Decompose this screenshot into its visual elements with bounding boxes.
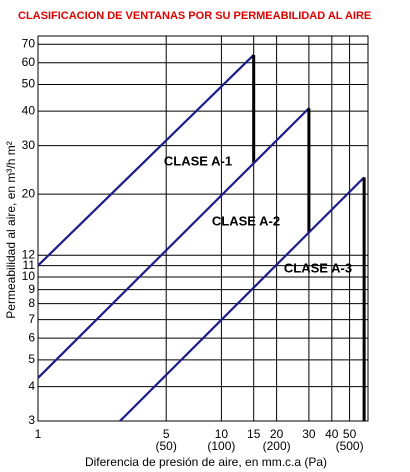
x-tick-label: 20 — [270, 427, 284, 441]
chart-title: CLASIFICACION DE VENTANAS POR SU PERMEAB… — [18, 10, 371, 22]
y-tick-label: 70 — [22, 36, 36, 50]
x-tick-label-secondary: (50) — [156, 439, 177, 453]
y-tick-label: 8 — [28, 296, 35, 310]
y-tick-label: 10 — [22, 269, 36, 283]
y-tick-label: 5 — [28, 352, 35, 366]
x-tick-label: 1 — [35, 427, 42, 441]
y-tick-label: 40 — [22, 103, 36, 117]
y-tick-label: 50 — [22, 77, 36, 91]
y-tick-label: 20 — [22, 186, 36, 200]
x-tick-label: 50 — [343, 427, 357, 441]
series-label: CLASE A-3 — [284, 260, 352, 275]
series-label: CLASE A-1 — [164, 153, 232, 168]
x-axis-label: Diferencia de presión de aire, en mm.c.a… — [85, 455, 327, 469]
plot-frame — [37, 35, 369, 422]
y-tick-label: 6 — [28, 330, 35, 344]
series-line — [37, 54, 255, 267]
x-tick-label: 40 — [325, 427, 339, 441]
y-axis-label: Permeabilidad al aire, en m³/h m² — [4, 141, 18, 318]
y-tick-label: 7 — [28, 312, 35, 326]
x-tick-label-secondary: (200) — [263, 439, 291, 453]
series-label: CLASE A-2 — [212, 213, 280, 228]
x-tick-label-secondary: (100) — [207, 439, 235, 453]
x-tick-label: 30 — [302, 427, 316, 441]
series-line — [119, 176, 365, 422]
x-tick-label: 5 — [163, 427, 170, 441]
x-tick-label: 15 — [247, 427, 261, 441]
x-tick-label-secondary: (500) — [336, 439, 364, 453]
x-tick-label: 10 — [215, 427, 229, 441]
y-tick-label: 9 — [28, 282, 35, 296]
y-tick-label: 4 — [28, 379, 35, 393]
y-tick-label: 11 — [23, 258, 36, 272]
y-tick-label: 30 — [22, 138, 36, 152]
y-tick-label: 3 — [28, 413, 35, 427]
y-tick-label: 12 — [22, 247, 36, 261]
series-line — [37, 107, 310, 379]
y-tick-label: 60 — [22, 55, 36, 69]
